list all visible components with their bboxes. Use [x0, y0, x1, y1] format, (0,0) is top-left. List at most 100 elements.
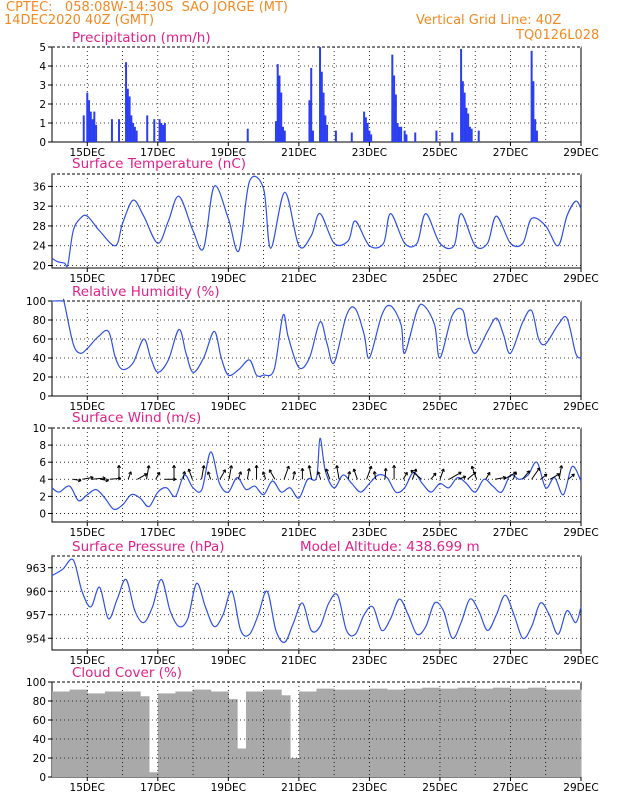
precip-bar: [135, 130, 138, 142]
wind-arrow-head: [515, 471, 518, 475]
wind-arrow-head: [415, 468, 418, 472]
precip-bar: [311, 130, 314, 142]
wind-arrow: [353, 468, 358, 480]
wind-arrow: [73, 478, 82, 482]
y-tick-label: 32: [33, 201, 46, 213]
precip-bar: [393, 75, 396, 142]
x-tick-label: 17DEC: [140, 401, 175, 413]
wind-arrow: [182, 471, 186, 480]
precip-bar: [326, 124, 329, 142]
x-tick-label: 23DEC: [352, 527, 387, 539]
wind-arrow-head: [269, 469, 273, 472]
precip-bar: [461, 81, 464, 142]
cloud-bar: [263, 689, 282, 777]
y-tick-label: 0: [39, 391, 46, 403]
x-tick-label: 25DEC: [422, 782, 457, 794]
header-grid-line: Vertical Grid Line: 40Z: [416, 13, 562, 28]
precip-bar: [364, 117, 367, 142]
precip-bar: [451, 132, 454, 142]
cloud-bar: [563, 689, 582, 777]
precip-bar: [532, 81, 535, 142]
x-tick-label: 23DEC: [352, 401, 387, 413]
wind-arrow-head: [231, 465, 234, 469]
precip-bar: [463, 92, 466, 142]
x-tick-label: 15DEC: [70, 655, 105, 667]
precip-bar: [128, 96, 131, 142]
wind-arrow: [522, 470, 530, 480]
cloud-bar: [104, 691, 124, 777]
panel-2: 20 24 28 32 36 15DEC 17DEC 19DEC 21DEC 23DEC 25DEC…: [33, 156, 599, 285]
wind-arrow: [558, 465, 563, 480]
x-tick-label: 25DEC: [422, 401, 457, 413]
precip-bar: [322, 92, 325, 142]
cloud-bar: [316, 688, 335, 777]
wind-arrow: [410, 469, 422, 480]
x-tick-label: 21DEC: [281, 655, 316, 667]
precip-bar: [534, 119, 537, 142]
y-tick-label: 957: [26, 610, 46, 622]
cloud-bar: [351, 689, 370, 777]
precip-bar: [130, 115, 133, 142]
wind-arrow: [308, 465, 313, 480]
wind-arrow: [100, 478, 109, 482]
precip-bar: [246, 128, 249, 142]
panel-5: 954 957 960 963 15DEC 17DEC 19DEC 21DEC 23DEC 25D…: [26, 539, 599, 667]
wind-arrow-head: [443, 468, 445, 472]
wind-arrow: [549, 473, 560, 480]
y-tick-label: 0: [39, 137, 46, 149]
y-tick-label: 3: [39, 80, 46, 92]
wind-arrow-head: [184, 471, 187, 475]
wind-arrow-head: [256, 465, 259, 469]
x-tick-label: 29DEC: [563, 147, 598, 159]
x-tick-label: 25DEC: [422, 273, 457, 285]
wind-arrow-head: [288, 466, 290, 470]
panel-6: 0 20 40 60 80 100 15DEC 17DEC 19DEC 21DEC 23DEC 25D…: [26, 665, 599, 794]
wind-arrow-head: [353, 468, 357, 472]
x-tick-label: 17DEC: [140, 782, 175, 794]
wind-arrow: [494, 476, 506, 480]
panel-frame: [51, 555, 582, 651]
precip-bar: [162, 124, 165, 142]
cloud-bar: [492, 687, 511, 777]
precip-bar: [320, 71, 323, 142]
wind-arrow-head: [459, 472, 462, 476]
y-tick-label: 24: [33, 241, 47, 253]
precip-bar: [91, 119, 94, 142]
wind-arrow-head: [503, 476, 507, 480]
x-tick-label: 19DEC: [211, 147, 246, 159]
precip-bar: [435, 130, 438, 142]
x-tick-label: 15DEC: [70, 782, 105, 794]
wind-arrow: [402, 472, 408, 480]
x-tick-label: 19DEC: [211, 527, 246, 539]
x-tick-label: 23DEC: [352, 655, 387, 667]
x-tick-label: 21DEC: [281, 147, 316, 159]
y-tick-label: 2: [39, 99, 46, 111]
panel-1: 0 1 2 3 4 5 15DEC 17DEC 19DEC 21DEC 23DEC 25DEC 27DE…: [39, 30, 598, 159]
cloud-bar: [175, 691, 194, 777]
y-tick-label: 60: [33, 715, 46, 727]
wind-arrow: [237, 471, 242, 480]
precip-bar: [319, 47, 322, 142]
precip-bar: [470, 128, 473, 142]
wind-arrow-head: [144, 473, 148, 477]
y-tick-label: 80: [33, 696, 46, 708]
precip-bar: [274, 121, 277, 142]
y-tick-label: 20: [33, 372, 46, 384]
panel-4: 0 2 4 6 8 10 15DEC 17DEC 19DEC 21DEC 23DEC 25DEC 27D…: [33, 410, 599, 539]
wind-arrow: [512, 471, 517, 480]
precip-bar: [283, 130, 286, 142]
wind-arrow: [137, 473, 148, 480]
precip-bar: [403, 130, 406, 142]
wind-arrow-head: [173, 478, 177, 482]
x-tick-label: 17DEC: [140, 527, 175, 539]
precip-bar: [158, 119, 161, 142]
panel-frame: [51, 300, 582, 397]
cloud-bar: [528, 687, 547, 777]
header-station: CPTEC: 058:08W-14:30S SAO JORGE (MT): [6, 0, 289, 15]
panel-title: Surface Temperature (nC): [72, 156, 246, 172]
wind-arrow: [155, 472, 161, 480]
wind-arrow: [228, 465, 232, 480]
wind-arrow: [91, 477, 106, 480]
precip-bar: [400, 126, 403, 142]
precip-bar: [133, 126, 136, 142]
